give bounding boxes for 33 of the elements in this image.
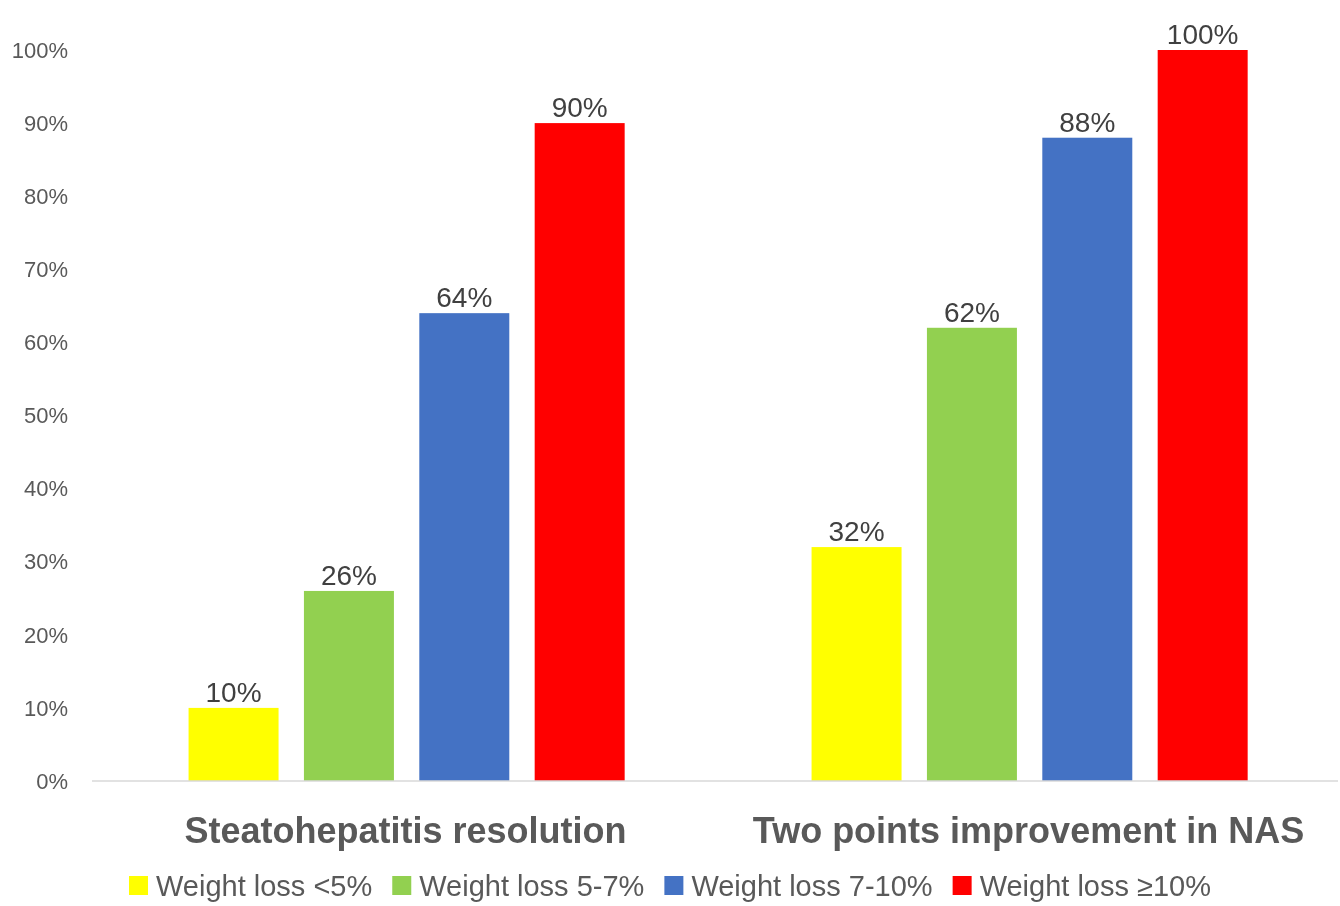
y-tick-label: 10% <box>23 695 68 721</box>
x-tick-label: Steatohepatitis resolution <box>184 810 627 851</box>
y-tick-label: 70% <box>23 257 68 282</box>
bar <box>534 123 625 781</box>
y-tick-label: 60% <box>23 330 68 356</box>
bar <box>811 547 902 781</box>
legend-label: Weight loss ≥10% <box>979 870 1212 902</box>
y-tick-label: 20% <box>23 622 68 648</box>
legend-label: Weight loss 5-7% <box>419 870 645 902</box>
data-label: 90% <box>551 92 608 124</box>
legend-label: Weight loss <5% <box>156 870 373 902</box>
legend-label: Weight loss 7-10% <box>691 870 933 902</box>
data-label: 100% <box>1166 19 1239 50</box>
data-label: 32% <box>828 516 885 548</box>
data-label: 62% <box>943 296 1000 328</box>
data-label: 26% <box>320 559 377 591</box>
bar <box>926 327 1017 781</box>
bar <box>1042 137 1133 781</box>
bar <box>1157 50 1248 781</box>
data-label: 88% <box>1059 106 1116 138</box>
y-tick-label: 100% <box>11 37 68 63</box>
bar <box>419 313 510 781</box>
bar <box>188 707 279 781</box>
data-label: 64% <box>436 282 493 314</box>
y-tick-label: 40% <box>23 476 68 502</box>
y-tick-label: 90% <box>23 110 68 136</box>
x-tick-label: Two points improvement in NAS <box>752 810 1305 851</box>
data-label: 10% <box>205 676 262 708</box>
y-tick-label: 30% <box>23 549 68 575</box>
bar <box>303 590 394 781</box>
y-tick-label: 50% <box>23 403 68 429</box>
y-tick-label: 80% <box>23 183 68 209</box>
y-tick-label: 0% <box>36 768 68 794</box>
